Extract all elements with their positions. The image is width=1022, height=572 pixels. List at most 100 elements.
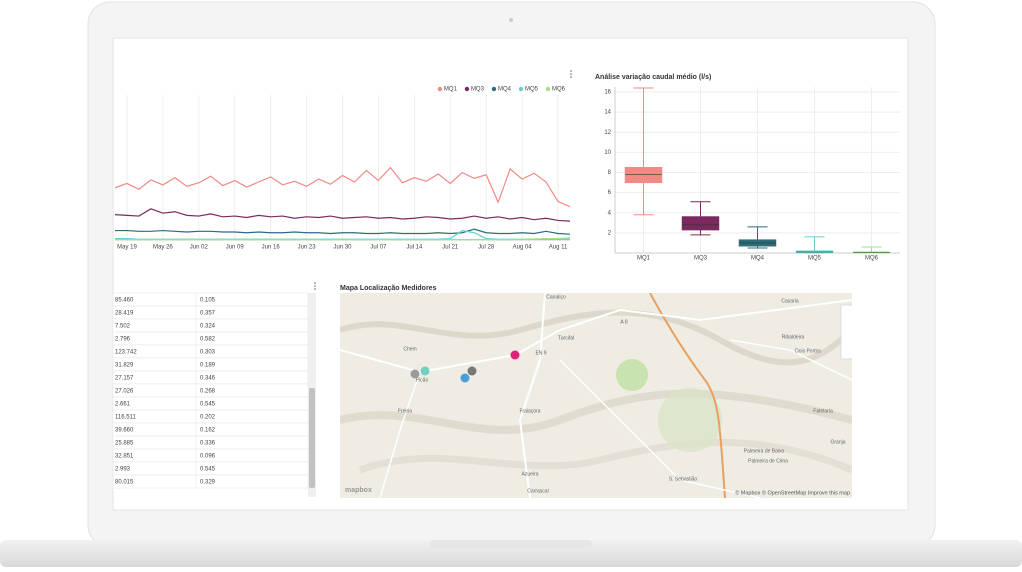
table-cell: 80.015 (115, 480, 134, 486)
x-tick-label: Aug 11 (549, 245, 568, 251)
menu-icon[interactable] (314, 282, 316, 290)
y-tick-label: 8 (608, 170, 612, 176)
table-cell: 39.660 (115, 428, 134, 434)
table-cell: 0.105 (200, 298, 216, 304)
place-label: Freiria (398, 408, 412, 414)
place-label: Canaliço (546, 294, 566, 300)
place-label: Carrascal (527, 488, 548, 494)
table-cell: 28.419 (115, 311, 134, 317)
x-tick-label: MQ1 (637, 256, 651, 262)
table-cell: 0.268 (200, 389, 216, 395)
x-tick-label: Jun 16 (262, 245, 281, 251)
map-marker[interactable] (510, 350, 520, 360)
place-label: Casaria (781, 298, 798, 304)
map-marker[interactable] (420, 366, 430, 376)
x-tick-label: Aug 04 (513, 245, 533, 251)
box (681, 216, 720, 231)
y-tick-label: 2 (608, 230, 612, 236)
x-tick-label: MQ5 (808, 256, 822, 262)
map-legend-box (840, 304, 852, 360)
line-series (115, 237, 571, 241)
x-tick-label: Jul 21 (442, 245, 459, 251)
legend-swatch (518, 86, 524, 92)
map-marker[interactable] (410, 369, 420, 379)
box (624, 166, 663, 184)
line-series (114, 166, 571, 208)
y-tick-label: 14 (604, 110, 611, 116)
line-series (115, 228, 571, 235)
place-label: Azueira (522, 471, 539, 477)
place-label: EN 9 (535, 350, 546, 356)
place-label: Picão (416, 377, 429, 383)
table-cell: 27.157 (115, 376, 134, 382)
legend-label: MQ5 (525, 87, 539, 93)
table-cell: 0.336 (200, 441, 216, 447)
x-tick-label: Jul 07 (370, 245, 387, 251)
table-cell: 0.329 (200, 480, 216, 486)
place-label: S. Sebastião (669, 476, 698, 482)
y-tick-label: 10 (604, 150, 611, 156)
table-cell: 0.582 (200, 337, 216, 343)
table-cell: 0.545 (200, 402, 216, 408)
legend-label: MQ4 (498, 87, 512, 93)
table-cell: 25.885 (115, 441, 134, 447)
table-cell: 31.829 (115, 363, 134, 369)
table-cell: 32.851 (115, 454, 134, 460)
table-row (112, 474, 309, 489)
map-marker[interactable] (467, 366, 477, 376)
map-marker[interactable] (460, 373, 470, 383)
table-cell: 85.460 (115, 298, 134, 304)
place-label: A 8 (620, 319, 627, 325)
laptop-base (0, 540, 1022, 567)
x-tick-label: Jun 09 (226, 245, 245, 251)
legend-swatch (464, 86, 470, 92)
table-cell: 116.511 (115, 415, 136, 421)
legend-label: MQ3 (471, 87, 485, 93)
table-cell: 2.993 (115, 467, 131, 473)
legend-swatch (491, 86, 497, 92)
map-logo: mapbox (345, 487, 372, 494)
camera (509, 18, 513, 22)
map[interactable]: Canaliço Turcifal Casaria Ribaldeira Dois Po… (340, 293, 897, 498)
legend-swatch (437, 86, 443, 92)
x-tick-label: May 26 (153, 245, 173, 251)
place-label: Fatelaria (813, 408, 833, 414)
x-tick-label: Jun 23 (298, 245, 317, 251)
place-label: Dois Portos (795, 348, 821, 354)
map-title: Mapa Localização Medidores (340, 285, 437, 292)
table-cell: 27.026 (115, 389, 134, 395)
table-cell: 0.303 (200, 350, 216, 356)
table-cell: 2.661 (115, 402, 131, 408)
table-cell: 0.189 (200, 363, 216, 369)
table-cell: 0.202 (200, 415, 216, 421)
y-tick-label: 4 (608, 210, 612, 216)
x-tick-label: MQ6 (865, 256, 879, 262)
base-notch (430, 540, 592, 548)
table-cell: 0.324 (200, 324, 216, 330)
y-tick-label: 12 (604, 130, 611, 136)
place-label: Palmeira de Cima (748, 458, 788, 464)
place-label: Granja (830, 439, 845, 445)
x-tick-label: MQ3 (694, 256, 708, 262)
y-tick-label: 6 (608, 190, 612, 196)
place-label: Ribaldeira (782, 334, 805, 340)
scroll-thumb[interactable] (309, 388, 315, 488)
table-cell: 0.545 (200, 467, 216, 473)
box-title: Análise variação caudal médio (l/s) (595, 74, 711, 81)
legend-swatch (545, 86, 551, 92)
table-cell: 123.742 (115, 350, 137, 356)
x-tick-label: MQ4 (751, 256, 765, 262)
line-series (114, 208, 571, 222)
place-label: Palmeira de Baixo (744, 448, 785, 454)
map-attribution: © Mapbox © OpenStreetMap Improve this ma… (735, 489, 850, 496)
x-tick-label: Jul 28 (478, 245, 495, 251)
table-cell: 2.796 (115, 337, 131, 343)
menu-icon[interactable] (570, 70, 572, 78)
x-tick-label: May 19 (117, 245, 137, 251)
place-label: Chem (403, 346, 416, 352)
table-cell: 0.357 (200, 311, 216, 317)
table-cell: 0.346 (200, 376, 216, 382)
x-tick-label: Jun 02 (190, 245, 209, 251)
x-tick-label: Jul 14 (406, 245, 423, 251)
